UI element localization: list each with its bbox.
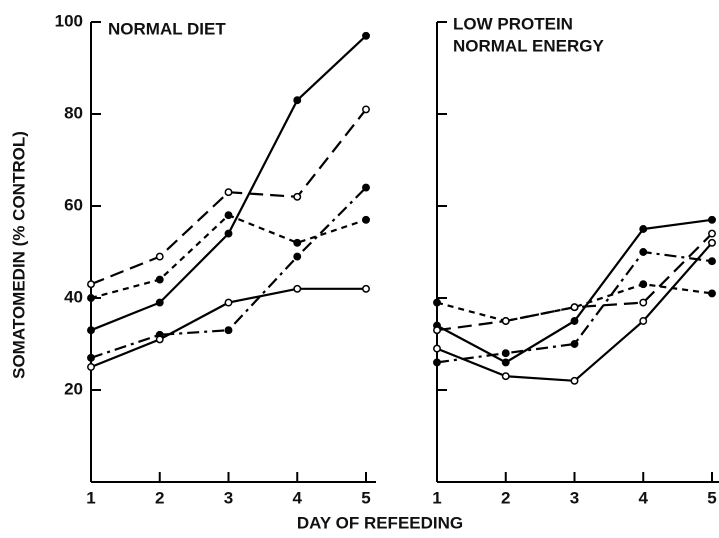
x-tick-label: 3 xyxy=(224,488,233,507)
x-tick-label: 1 xyxy=(86,488,95,507)
data-point xyxy=(501,349,510,358)
data-point xyxy=(570,303,579,312)
annotation: NORMAL DIET xyxy=(108,19,226,38)
data-point xyxy=(708,257,716,266)
x-tick-label: 1 xyxy=(432,488,441,507)
data-point xyxy=(708,215,716,224)
data-point xyxy=(224,211,233,220)
series-line xyxy=(436,283,713,323)
data-point xyxy=(639,317,648,325)
data-point xyxy=(87,326,95,335)
data-point xyxy=(433,344,441,353)
y-tick-label: 40 xyxy=(64,287,83,306)
x-tick-label: 3 xyxy=(570,488,579,507)
y-tick-label: 20 xyxy=(64,379,83,398)
data-point xyxy=(362,183,370,192)
annotation: NORMAL ENERGY xyxy=(453,36,604,55)
data-point xyxy=(708,229,716,238)
data-point xyxy=(224,326,233,335)
series-line xyxy=(90,34,367,332)
y-tick-label: 60 xyxy=(64,195,83,214)
x-tick-label: 4 xyxy=(639,488,649,507)
annotation: LOW PROTEIN xyxy=(453,14,573,33)
y-axis-label: SOMATOMEDIN (% CONTROL) xyxy=(9,131,28,379)
data-point xyxy=(639,280,648,289)
data-point xyxy=(87,363,95,371)
data-point xyxy=(155,275,164,284)
series-line xyxy=(436,242,713,382)
data-point xyxy=(501,358,510,367)
data-point xyxy=(639,298,648,307)
data-point xyxy=(708,238,716,247)
data-point xyxy=(433,326,441,335)
data-point xyxy=(155,335,164,344)
data-point xyxy=(433,358,441,367)
data-point xyxy=(87,280,95,289)
x-tick-label: 5 xyxy=(707,488,716,507)
x-tick-label: 2 xyxy=(155,488,164,507)
data-point xyxy=(433,298,441,307)
y-tick-label: 80 xyxy=(64,103,83,122)
data-point xyxy=(362,215,370,224)
data-point xyxy=(224,188,233,197)
data-point xyxy=(570,340,579,348)
data-point xyxy=(501,317,510,325)
data-point xyxy=(155,298,164,307)
data-point xyxy=(708,289,716,298)
x-tick-label: 4 xyxy=(293,488,303,507)
series-line xyxy=(90,108,367,286)
x-tick-label: 5 xyxy=(361,488,370,507)
data-point xyxy=(293,284,302,293)
data-point xyxy=(570,376,579,385)
data-point xyxy=(155,252,164,261)
data-point xyxy=(501,372,510,381)
data-point xyxy=(293,192,302,201)
series-line xyxy=(436,250,713,364)
data-point xyxy=(639,248,648,256)
data-point xyxy=(362,31,370,40)
data-point xyxy=(639,225,648,233)
y-tick-label: 100 xyxy=(55,11,83,30)
data-point xyxy=(293,252,302,261)
data-point xyxy=(293,96,302,105)
data-point xyxy=(362,284,370,293)
data-point xyxy=(224,229,233,238)
data-point xyxy=(87,294,95,302)
data-point xyxy=(570,317,579,325)
x-tick-label: 2 xyxy=(501,488,510,507)
data-point xyxy=(293,238,302,247)
data-point xyxy=(362,105,370,114)
series-line xyxy=(436,232,713,332)
x-axis-label: DAY OF REFEEDING xyxy=(297,513,463,532)
data-point xyxy=(224,298,233,307)
data-point xyxy=(87,353,95,362)
